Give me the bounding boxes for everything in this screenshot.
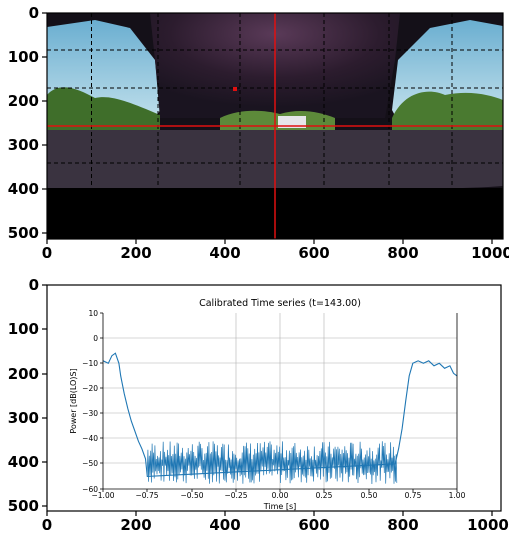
inner-x-tick-label: 1.00 [449, 491, 466, 500]
bottom-x-ticks [46, 511, 493, 516]
top-y-tick-label: 500 [8, 224, 39, 242]
top-x-tick-label: 200 [120, 244, 151, 262]
top-x-tick-label: 800 [387, 244, 418, 262]
top-y-tick-label: 200 [8, 92, 39, 110]
bottom-panel-frame [46, 284, 502, 512]
top-y-ticks [42, 12, 47, 234]
bottom-y-tick-label: 100 [8, 320, 39, 338]
inner-x-tick-label: −1.00 [92, 491, 115, 500]
noise-band-trace [146, 441, 398, 485]
bottom-x-tick-label: 1000 [467, 516, 509, 534]
inner-y-tick-label: −20 [82, 384, 98, 393]
top-y-tick-label: 400 [8, 180, 39, 198]
inner-y-tick-label: 0 [93, 334, 98, 343]
bottom-x-tick-label: 400 [209, 516, 240, 534]
inner-y-tick-label: −40 [82, 434, 98, 443]
inner-y-axis-label: Power [dB(LO)S] [69, 368, 78, 433]
inner-x-tick-label: −0.25 [225, 491, 248, 500]
inner-y-tick-label: −10 [82, 359, 98, 368]
bottom-x-tick-label: 800 [387, 516, 418, 534]
bottom-y-tick-label: 0 [29, 276, 39, 294]
inner-x-ticks [102, 489, 458, 492]
inner-x-tick-label: 0.50 [361, 491, 378, 500]
inner-y-ticks [100, 312, 103, 490]
inner-y-tick-label: 10 [88, 309, 98, 318]
top-x-tick-label: 1000 [471, 244, 509, 262]
top-panel-frame [46, 12, 504, 240]
bottom-panel: 0 200 400 600 800 1000 0 100 200 300 400… [8, 276, 509, 534]
image-trees-center [220, 110, 335, 130]
bottom-y-tick-label: 300 [8, 409, 39, 427]
image-trees-left [47, 87, 160, 135]
top-x-tick-label: 600 [298, 244, 329, 262]
inner-y-tick-label: −30 [82, 409, 98, 418]
bottom-y-ticks [42, 284, 47, 507]
inner-x-tick-label: 0.25 [316, 491, 333, 500]
inner-noise-band [146, 441, 398, 485]
inner-x-tick-label: 0.75 [405, 491, 422, 500]
bottom-x-tick-label: 0 [42, 516, 52, 534]
inner-x-tick-label: 0.00 [272, 491, 289, 500]
inner-y-tick-label: −60 [82, 485, 98, 494]
inner-x-tick-label: −0.75 [136, 491, 159, 500]
marker-point [233, 87, 237, 91]
bottom-y-tick-label: 200 [8, 365, 39, 383]
bottom-y-tick-label: 500 [8, 497, 39, 515]
inner-series-line [102, 352, 458, 477]
top-x-ticks [46, 239, 493, 244]
top-y-tick-label: 0 [29, 4, 39, 22]
inner-chart-title: Calibrated Time series (t=143.00) [199, 298, 361, 309]
top-x-tick-label: 400 [209, 244, 240, 262]
inner-x-axis-label: Time [s] [263, 502, 297, 511]
top-y-tick-label: 300 [8, 136, 39, 154]
top-y-tick-label: 100 [8, 48, 39, 66]
top-panel: 0 200 400 600 800 1000 0 100 200 300 400… [8, 4, 509, 262]
inner-y-tick-label: −50 [82, 459, 98, 468]
bottom-y-tick-label: 400 [8, 453, 39, 471]
bottom-x-tick-label: 600 [298, 516, 329, 534]
inner-x-tick-label: −0.50 [181, 491, 204, 500]
image-car [278, 116, 306, 128]
bottom-x-tick-label: 200 [120, 516, 151, 534]
top-x-tick-label: 0 [42, 244, 52, 262]
